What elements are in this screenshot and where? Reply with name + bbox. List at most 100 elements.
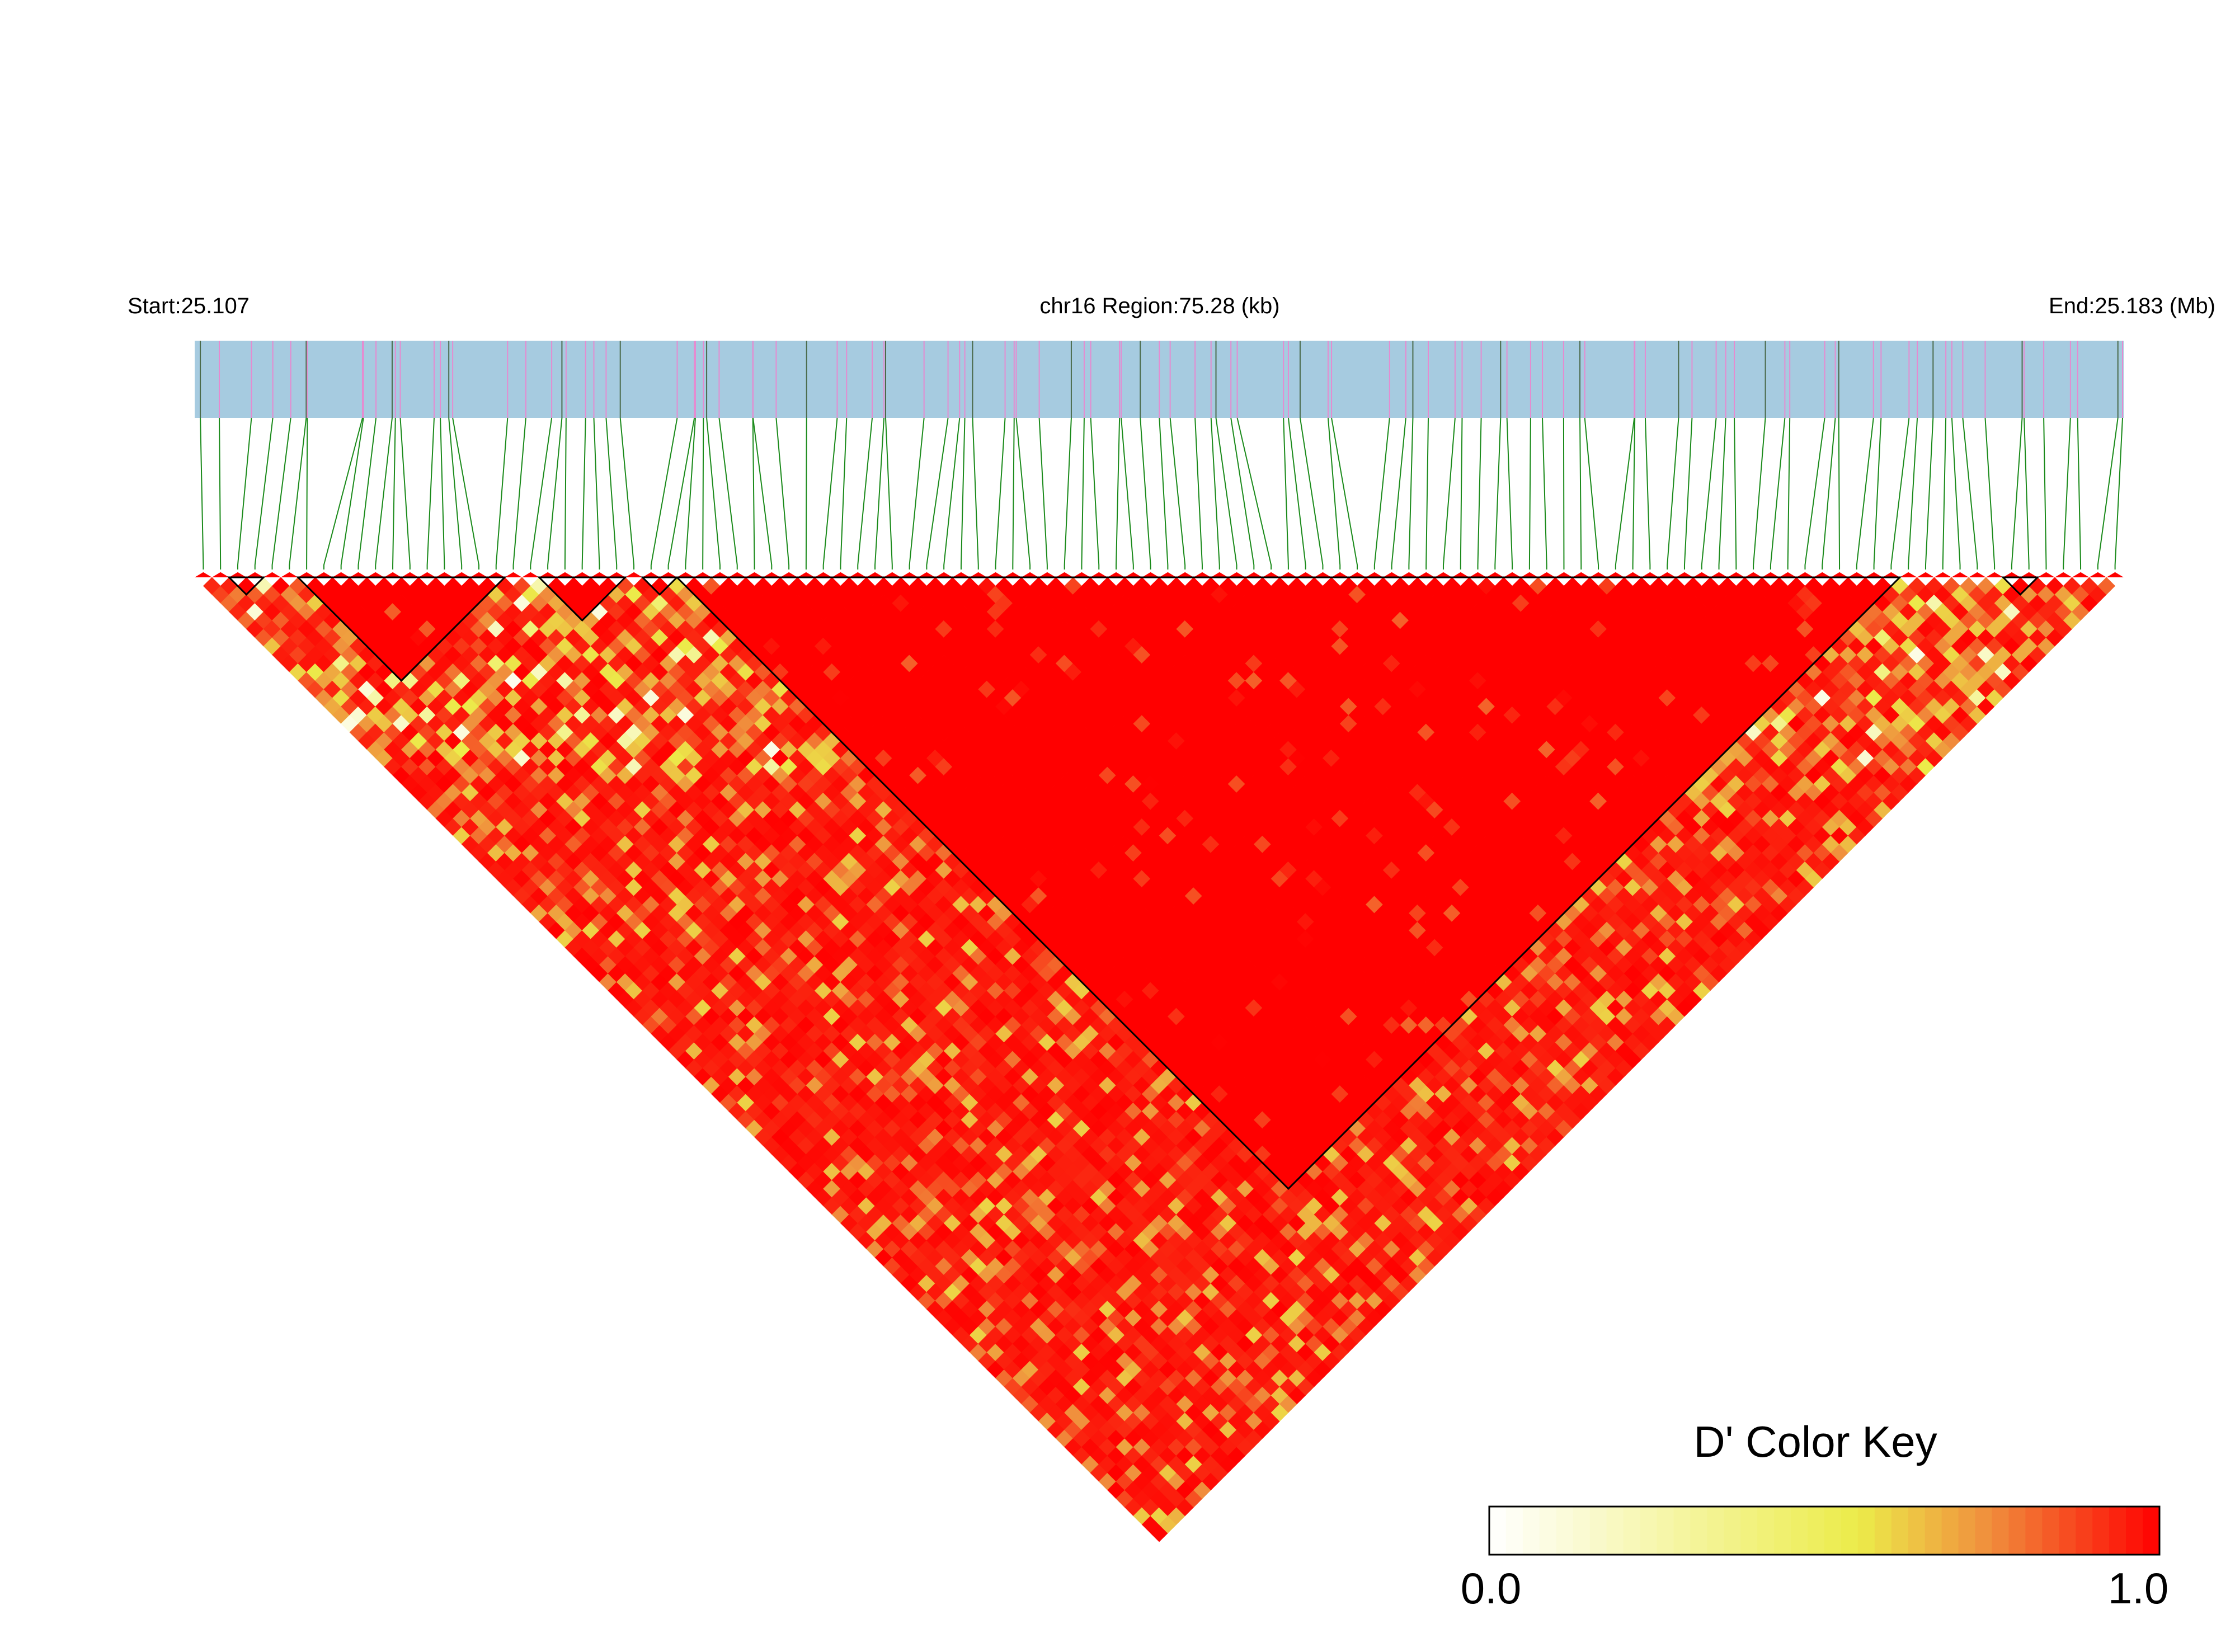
snp-connector-line	[2077, 417, 2082, 570]
snp-connector-line	[822, 417, 838, 570]
snp-connector-line	[289, 417, 307, 570]
snp-connector-line	[972, 417, 979, 570]
snp-connector-line	[995, 417, 1006, 570]
snp-connector-line	[1528, 417, 1531, 570]
snp-connector-line	[1215, 417, 1238, 570]
snp-connector-line	[805, 417, 807, 570]
snp-connector-line	[2011, 417, 2023, 570]
snp-connector-line	[605, 417, 618, 570]
snp-top-tick	[505, 572, 522, 577]
snp-top-tick	[195, 572, 212, 577]
snp-connector-line	[1701, 417, 1717, 570]
snp-connector-line	[254, 417, 274, 570]
snp-connector-line	[874, 417, 885, 570]
snp-connector-line	[2024, 417, 2030, 570]
snp-top-tick	[264, 572, 281, 577]
snp-position-track	[195, 341, 2124, 418]
snp-connector-line	[426, 417, 435, 570]
snp-connector-line	[1644, 417, 1651, 570]
snp-connector-line	[1494, 417, 1502, 570]
snp-connector-line	[885, 417, 893, 570]
snp-connector-line	[2114, 417, 2123, 570]
snp-connector-line	[1015, 417, 1031, 570]
snp-connector-line	[1962, 417, 1978, 570]
snp-connector-line	[1890, 417, 1910, 570]
snp-connector-line	[2097, 417, 2119, 570]
snp-top-tick	[521, 572, 539, 577]
snp-connector-line	[718, 417, 738, 570]
snp-connector-line	[1460, 417, 1463, 570]
snp-connector-line	[1584, 417, 1599, 570]
snp-connector-line	[1159, 417, 1169, 570]
snp-connector-line	[619, 417, 635, 570]
snp-connector-line	[752, 417, 773, 570]
snp-top-tick	[246, 572, 264, 577]
snp-connector-line	[237, 417, 252, 570]
snp-connector-line	[1632, 417, 1636, 570]
snp-connector-line	[530, 417, 553, 570]
snp-connector-line	[452, 417, 479, 570]
snp-connector-line	[375, 417, 393, 570]
snp-connector-line	[547, 417, 563, 570]
snp-top-tick	[350, 572, 367, 577]
snp-connector-line	[706, 417, 721, 570]
snp-connector-line	[840, 417, 848, 570]
snp-connector-line	[323, 417, 363, 570]
snp-connector-line	[1408, 417, 1414, 570]
snp-top-tick	[211, 572, 229, 577]
snp-connector-line	[926, 417, 949, 570]
snp-connector-line	[667, 417, 695, 570]
snp-connector-line	[1140, 417, 1151, 570]
snp-connector-line	[1908, 417, 1918, 570]
snp-connector-line	[440, 417, 445, 570]
snp-connector-line	[219, 417, 222, 570]
snp-connector-line	[1299, 417, 1324, 570]
snp-connector-line	[857, 417, 873, 570]
snp-connector-line	[1012, 417, 1015, 570]
snp-connector-line	[1718, 417, 1726, 570]
snp-connector-line	[1038, 417, 1048, 570]
snp-connector-line	[1283, 417, 1289, 570]
snp-connector-line	[2043, 417, 2047, 570]
snp-marker-lines	[200, 341, 2123, 418]
snp-connector-line	[1734, 417, 1737, 570]
snp-connector-line	[909, 417, 925, 570]
snp-connector-line	[1194, 417, 1203, 570]
snp-connector-line	[1787, 417, 1791, 570]
snp-connector-line	[1373, 417, 1390, 570]
snp-connector-line	[1506, 417, 1513, 570]
snp-connector-line	[1287, 417, 1306, 570]
snp-connector-line	[1391, 417, 1406, 570]
snp-connector-line	[512, 417, 526, 570]
snp-connector-line	[1236, 417, 1272, 570]
snp-top-tick	[280, 572, 298, 577]
snp-connector-line	[1925, 417, 1934, 570]
snp-connector-line	[392, 417, 396, 570]
snp-connector-lines	[200, 417, 2123, 570]
snp-connector-line	[1116, 417, 1121, 570]
snp-connector-line	[1753, 417, 1766, 570]
snp-connector-line	[1615, 417, 1635, 570]
snp-top-tick	[229, 572, 247, 577]
snp-connector-line	[340, 417, 364, 570]
snp-connector-line	[1579, 417, 1582, 570]
snp-connector-line	[1425, 417, 1429, 570]
snp-connector-line	[1873, 417, 1882, 570]
snp-connector-line	[1542, 417, 1547, 570]
snp-connector-line	[1327, 417, 1341, 570]
ld-heatmap-cells	[195, 572, 2124, 1542]
snp-connector-line	[1230, 417, 1255, 570]
snp-connector-line	[564, 417, 567, 570]
snp-connector-line	[1984, 417, 1996, 570]
snp-connector-line	[943, 417, 961, 570]
snp-connector-line	[752, 417, 755, 570]
snp-connector-line	[1942, 417, 1947, 570]
snp-connector-line	[271, 417, 291, 570]
snp-connector-line	[1667, 417, 1679, 570]
snp-connector-line	[1822, 417, 1836, 570]
snp-connector-line	[1090, 417, 1100, 570]
snp-connector-line	[1210, 417, 1220, 570]
snp-connector-line	[1683, 417, 1693, 570]
snp-top-tick	[625, 572, 643, 577]
